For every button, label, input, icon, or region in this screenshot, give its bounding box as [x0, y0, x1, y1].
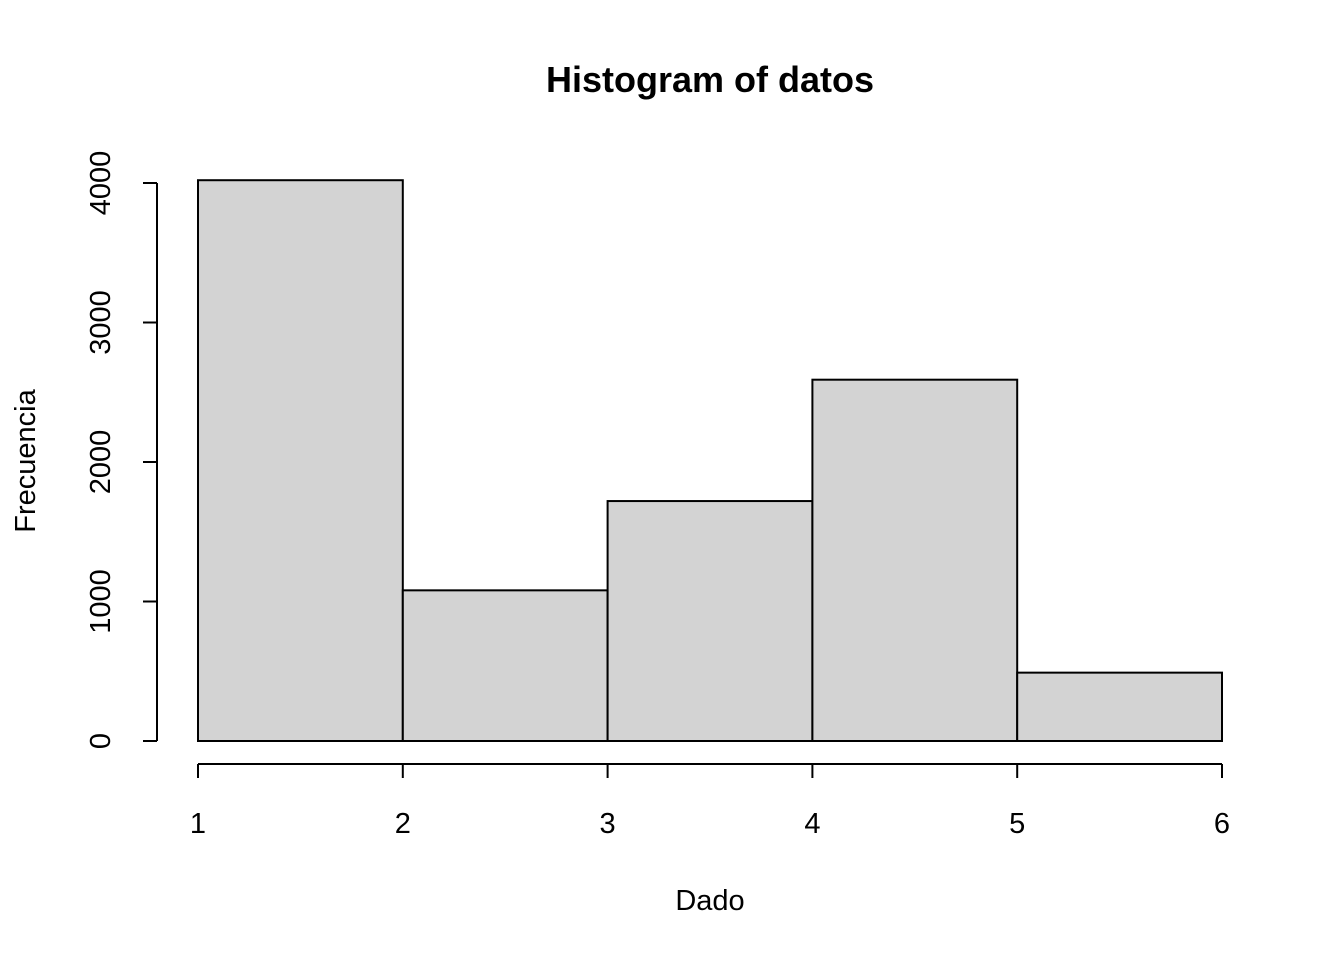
y-tick-label: 2000: [85, 430, 117, 495]
y-axis-label: Frecuencia: [10, 388, 42, 532]
x-axis-label: Dado: [675, 885, 744, 917]
histogram-bar-1: [197, 179, 404, 742]
histogram-bar-3: [606, 500, 814, 742]
bars-group: [197, 179, 1224, 743]
x-axis: 1 2 3 4 5 6: [190, 763, 1230, 840]
histogram-bar-4: [811, 378, 1019, 742]
y-axis: 0 1000 2000 3000 4000: [85, 151, 158, 749]
x-tick-label: 2: [395, 808, 411, 840]
x-tick-label: 6: [1214, 808, 1230, 840]
y-tick-label: 0: [85, 733, 117, 749]
x-tick-label: 3: [600, 808, 616, 840]
x-tick-label: 1: [190, 808, 206, 840]
y-tick-label: 3000: [85, 290, 117, 355]
histogram-bar-2: [401, 589, 609, 743]
x-tick-label: 5: [1009, 808, 1025, 840]
y-tick-label: 4000: [85, 151, 117, 216]
chart-title: Histogram of datos: [546, 59, 874, 100]
histogram-bar-5: [1016, 671, 1224, 743]
x-tick-label: 4: [804, 808, 820, 840]
y-tick-label: 1000: [85, 569, 117, 634]
